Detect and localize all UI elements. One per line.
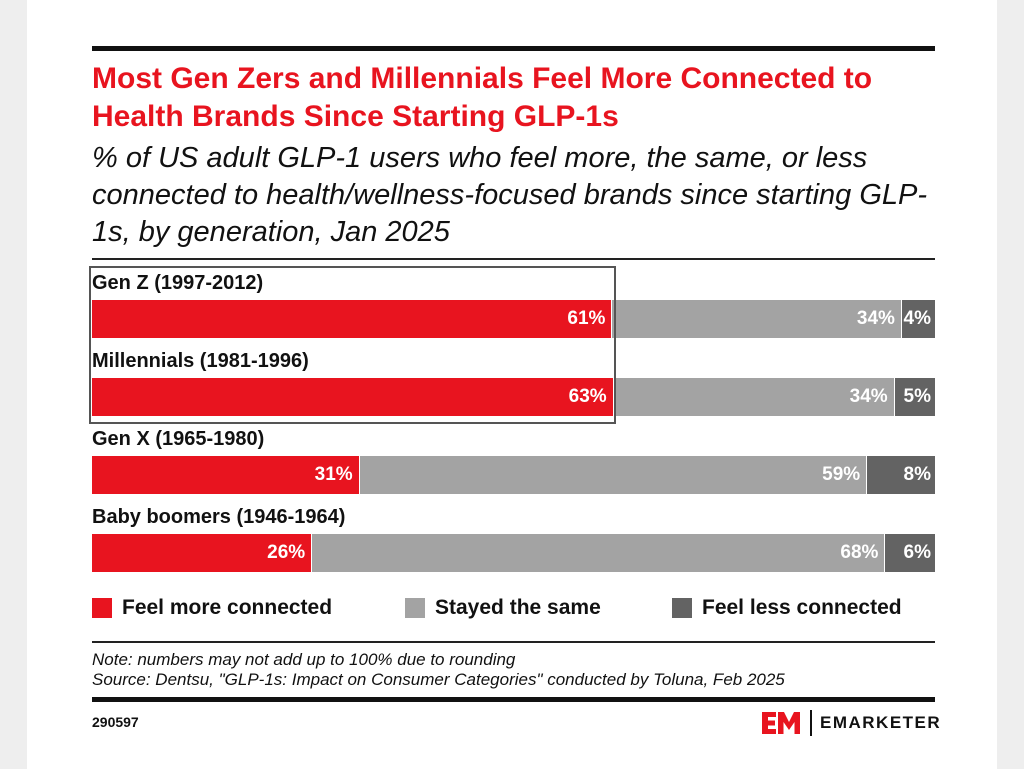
bar-row-millennials: 63% 34% 5% <box>92 378 935 416</box>
legend-label-feel-more: Feel more connected <box>122 596 333 619</box>
bar-row-gen-x: 31% 59% 8% <box>92 456 935 494</box>
chart-subtitle: % of US adult GLP-1 users who feel more,… <box>92 142 928 248</box>
data-label-millennials-feel-more-connected: 63% <box>568 386 607 407</box>
emarketer-logo-icon <box>762 712 800 734</box>
top-rule <box>92 46 935 51</box>
legend-swatch-feel-less <box>672 598 692 618</box>
chart-divider <box>92 258 935 260</box>
bar-millennials-feel-more-connected: 63% <box>92 378 613 416</box>
bottom-rule <box>92 697 935 702</box>
legend-swatch-feel-more <box>92 598 112 618</box>
logo-divider <box>810 710 812 736</box>
legend-label-stayed-same: Stayed the same <box>435 596 601 619</box>
data-label-baby-boomers-stayed-the-same: 68% <box>840 542 879 563</box>
bar-gen-z-stayed-the-same: 34% <box>611 300 901 338</box>
legend-swatch-stayed-same <box>405 598 425 618</box>
data-label-gen-x-stayed-the-same: 59% <box>822 464 861 485</box>
data-label-millennials-stayed-the-same: 34% <box>849 386 888 407</box>
legend-item-feel-less: Feel less connected <box>672 596 902 620</box>
bar-millennials-stayed-the-same: 34% <box>612 378 894 416</box>
category-label-gen-x: Gen X (1965-1980) <box>92 428 265 450</box>
bar-gen-x-feel-more-connected: 31% <box>92 456 359 494</box>
bar-baby-boomers-stayed-the-same: 68% <box>311 534 885 572</box>
chart-title: Most Gen Zers and Millennials Feel More … <box>92 62 873 133</box>
legend-label-feel-less: Feel less connected <box>702 596 902 619</box>
logo-wordmark: EMARKETER <box>820 713 942 732</box>
bar-gen-x-feel-less-connected: 8% <box>866 456 935 494</box>
footnotes: Note: numbers may not add up to 100% due… <box>92 650 785 690</box>
bar-baby-boomers-feel-more-connected: 26% <box>92 534 312 572</box>
bar-gen-x-stayed-the-same: 59% <box>358 456 867 494</box>
bar-gen-z-feel-more-connected: 61% <box>92 300 612 338</box>
data-label-baby-boomers-feel-more-connected: 26% <box>267 542 306 563</box>
bar-millennials-feel-less-connected: 5% <box>893 378 935 416</box>
chart-id: 290597 <box>92 714 139 730</box>
footer-divider <box>92 641 935 643</box>
category-label-gen-z: Gen Z (1997-2012) <box>92 272 264 294</box>
bar-gen-z-feel-less-connected: 4% <box>900 300 935 338</box>
note-text: Note: numbers may not add up to 100% due… <box>92 650 516 669</box>
data-label-gen-x-feel-less-connected: 8% <box>903 464 931 485</box>
category-label-millennials: Millennials (1981-1996) <box>92 350 309 372</box>
bar-baby-boomers-feel-less-connected: 6% <box>884 534 935 572</box>
bar-row-gen-z: 61% 34% 4% <box>92 300 935 338</box>
bar-row-baby-boomers: 26% 68% 6% <box>92 534 935 572</box>
emarketer-logo: EMARKETER <box>760 708 941 738</box>
source-text: Source: Dentsu, "GLP-1s: Impact on Consu… <box>92 670 785 689</box>
category-label-baby-boomers: Baby boomers (1946-1964) <box>92 506 346 528</box>
data-label-gen-z-feel-less-connected: 4% <box>903 308 931 329</box>
data-label-gen-z-stayed-the-same: 34% <box>856 308 895 329</box>
data-label-gen-x-feel-more-connected: 31% <box>314 464 353 485</box>
legend-item-stayed-same: Stayed the same <box>405 596 601 620</box>
legend: Feel more connected Stayed the same Feel… <box>92 596 935 620</box>
legend-item-feel-more: Feel more connected <box>92 596 332 620</box>
data-label-gen-z-feel-more-connected: 61% <box>567 308 606 329</box>
data-label-baby-boomers-feel-less-connected: 6% <box>903 542 931 563</box>
highlight-box <box>89 266 616 424</box>
data-label-millennials-feel-less-connected: 5% <box>903 386 931 407</box>
